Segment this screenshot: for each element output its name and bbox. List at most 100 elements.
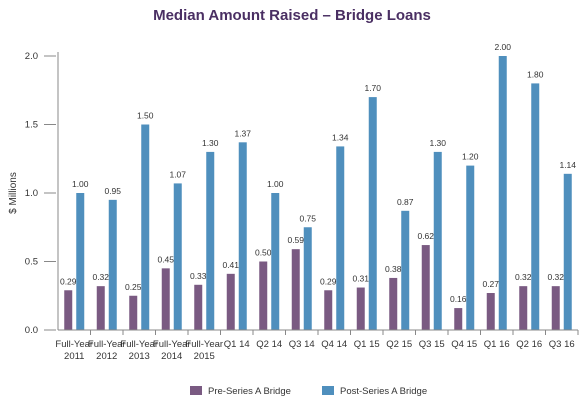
x-tick-label-line: 2014	[161, 351, 182, 362]
y-axis-label: $ Millions	[8, 172, 19, 214]
x-tick-label-line: Q1 16	[484, 339, 510, 350]
x-tick-label: Full-Year 2011	[55, 339, 93, 362]
y-tick-label: 1.5	[25, 120, 38, 131]
data-label: 0.33	[190, 271, 207, 281]
bar-pre-series-a	[486, 293, 495, 330]
x-tick-label-line: Q2 16	[516, 339, 542, 350]
bar-pre-series-a	[291, 249, 300, 330]
x-tick-label: Q3 16	[549, 339, 575, 350]
x-tick-label-line: Full-Year	[55, 339, 93, 350]
bar-pre-series-a	[226, 273, 235, 330]
data-label: 0.95	[104, 186, 121, 196]
data-label: 0.87	[397, 197, 414, 207]
x-tick-label: Q1 16	[484, 339, 510, 350]
bar-post-series-a	[336, 146, 345, 330]
data-label: 0.50	[255, 248, 272, 258]
bar-post-series-a	[271, 193, 280, 330]
data-label: 1.30	[202, 138, 219, 148]
data-label: 1.07	[169, 169, 186, 179]
data-label: 1.37	[234, 128, 251, 138]
x-tick-label-line: 2011	[64, 351, 84, 362]
data-label: 1.70	[364, 83, 381, 93]
bar-pre-series-a	[551, 286, 560, 330]
data-label: 0.31	[352, 274, 369, 284]
data-label: 1.14	[559, 160, 576, 170]
bar-post-series-a	[141, 124, 150, 330]
data-label: 1.80	[527, 69, 544, 79]
x-tick-label-line: Q3 16	[549, 339, 575, 350]
y-tick-label: 1.0	[25, 188, 38, 199]
bar-pre-series-a	[389, 277, 398, 330]
legend-swatch	[190, 386, 202, 395]
bar-post-series-a	[563, 173, 572, 330]
x-tick-label: Full-Year 2014	[153, 339, 191, 362]
data-label: 0.32	[92, 272, 109, 282]
y-tick-label: 0.5	[25, 257, 38, 268]
x-tick-label-line: Q2 14	[256, 339, 282, 350]
x-tick-label: Q2 15	[386, 339, 412, 350]
bar-post-series-a	[206, 151, 215, 330]
y-tick-label: 2.0	[25, 51, 38, 62]
bar-post-series-a	[173, 183, 182, 330]
data-label: 1.34	[332, 132, 349, 142]
x-tick-label: Q2 14	[256, 339, 282, 350]
bar-post-series-a	[498, 56, 507, 330]
x-tick-label: Full-Year 2013	[120, 339, 158, 362]
data-label: 0.32	[547, 272, 564, 282]
x-tick-label-line: 2013	[129, 351, 150, 362]
x-tick-label-line: 2012	[96, 351, 117, 362]
bar-pre-series-a	[519, 286, 528, 330]
data-label: 0.75	[299, 213, 316, 223]
x-tick-label-line: Q3 15	[419, 339, 445, 350]
legend-label: Post-Series A Bridge	[340, 386, 427, 397]
data-label: 1.00	[267, 179, 284, 189]
x-tick-label-line: 2015	[194, 351, 215, 362]
data-label: 2.00	[494, 42, 511, 52]
legend: Pre-Series A Bridge Post-Series A Bridge	[190, 386, 427, 397]
bar-pre-series-a	[421, 245, 430, 330]
x-tick-label-line: Q4 14	[321, 339, 347, 350]
data-label: 1.50	[137, 111, 154, 121]
x-tick-label: Full-Year 2012	[88, 339, 126, 362]
bar-pre-series-a	[259, 261, 268, 330]
chart-title: Median Amount Raised – Bridge Loans	[153, 7, 431, 24]
bar-pre-series-a	[96, 286, 105, 330]
data-label: 0.59	[287, 235, 304, 245]
bar-pre-series-a	[129, 295, 138, 330]
bar-pre-series-a	[454, 308, 463, 330]
x-tick-label-line: Full-Year	[153, 339, 191, 350]
x-tick-label-line: Q1 15	[354, 339, 380, 350]
x-tick-label: Q3 14	[289, 339, 315, 350]
data-label: 0.25	[125, 282, 142, 292]
x-tick-label: Q3 15	[419, 339, 445, 350]
bar-post-series-a	[303, 227, 312, 330]
x-tick-label: Q1 14	[224, 339, 250, 350]
bar-pre-series-a	[356, 287, 365, 330]
bar-post-series-a	[108, 199, 117, 330]
data-label: 0.27	[482, 279, 499, 289]
data-label: 0.62	[417, 231, 434, 241]
y-tick-label: 0.0	[25, 325, 38, 336]
data-label: 0.45	[157, 254, 174, 264]
data-label: 0.29	[60, 276, 77, 286]
bar-pre-series-a	[64, 290, 73, 330]
bar-pre-series-a	[194, 284, 203, 330]
y-axis: 0.0 0.5 1.0 1.5 2.0	[25, 51, 59, 336]
data-label: 0.38	[385, 264, 402, 274]
bar-post-series-a	[531, 83, 540, 331]
data-label: 0.16	[450, 294, 467, 304]
x-tick-label: Full-Year 2015	[185, 339, 223, 362]
data-label: 0.41	[222, 260, 239, 270]
bar-post-series-a	[238, 142, 247, 330]
bar-pre-series-a	[161, 268, 170, 330]
bar-pre-series-a	[324, 290, 333, 330]
data-label: 1.00	[72, 179, 89, 189]
data-label: 0.32	[515, 272, 532, 282]
data-label: 0.29	[320, 276, 337, 286]
x-tick-label-line: Full-Year	[185, 339, 223, 350]
data-label: 1.20	[462, 152, 479, 162]
bar-post-series-a	[433, 151, 442, 330]
